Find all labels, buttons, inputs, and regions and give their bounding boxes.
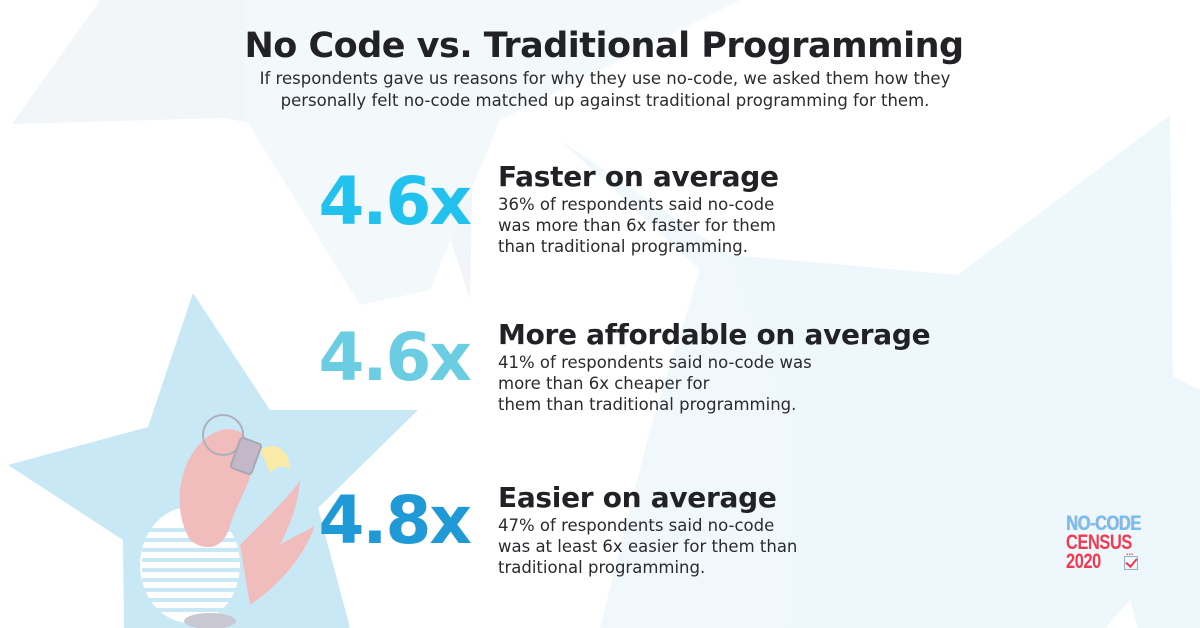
stat-affordable: 4.6x More affordable on average 41% of r… — [300, 318, 1000, 438]
stat-faster: 4.6x Faster on average 36% of respondent… — [300, 160, 1000, 280]
checkbox-icon — [1124, 543, 1138, 570]
star-center — [245, 0, 740, 305]
stat-heading: More affordable on average — [498, 318, 931, 351]
stat-description: 47% of respondents said no-code was at l… — [498, 516, 798, 577]
star-right — [730, 115, 1200, 628]
stat-text: Easier on average 47% of respondents sai… — [498, 481, 797, 578]
header: No Code vs. Traditional Programming If r… — [0, 24, 1200, 112]
stat-heading: Faster on average — [498, 160, 779, 193]
page-subtitle: If respondents gave us reasons for why t… — [10, 68, 1200, 112]
page-title: No Code vs. Traditional Programming — [244, 26, 964, 66]
stat-text: Faster on average 36% of respondents sai… — [498, 160, 779, 257]
stat-description: 36% of respondents said no-code was more… — [498, 195, 776, 256]
logo-line-2: CENSUS — [1066, 531, 1132, 554]
stat-easier: 4.8x Easier on average 47% of respondent… — [300, 481, 1000, 601]
subtitle-line-1: If respondents gave us reasons for why t… — [259, 69, 951, 88]
no-code-census-logo: NO-CODE CENSUS 2020 — [1066, 512, 1166, 573]
stat-value: 4.6x — [318, 319, 472, 396]
logo-line-3: 2020 — [1066, 543, 1166, 573]
stat-heading: Easier on average — [498, 481, 777, 514]
logo-year: 2020 — [1066, 550, 1101, 573]
star-right-middle — [560, 140, 795, 628]
stat-value: 4.6x — [318, 163, 472, 240]
parrot-mascot-icon — [140, 414, 315, 628]
logo-line-1: NO-CODE — [1066, 512, 1141, 535]
subtitle-line-2: personally felt no-code matched up again… — [280, 91, 930, 110]
stat-description: 41% of respondents said no-code was more… — [498, 353, 812, 414]
stat-text: More affordable on average 41% of respon… — [498, 318, 931, 415]
stat-value: 4.8x — [318, 482, 472, 559]
